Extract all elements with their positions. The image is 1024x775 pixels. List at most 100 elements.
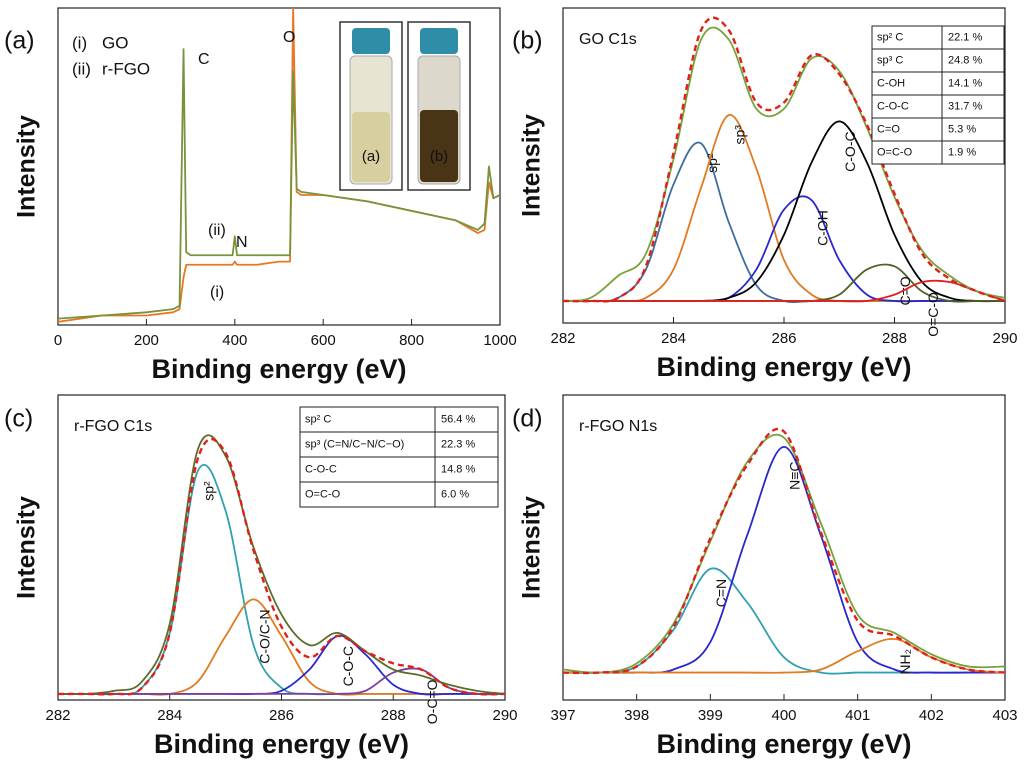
annotation: O — [283, 29, 295, 46]
panel-title: r-FGO N1s — [579, 418, 657, 435]
vial-liquid — [420, 110, 458, 182]
table-cell: C-O-C — [305, 463, 337, 475]
series-line — [563, 141, 1005, 304]
peak-label: C-O-C — [340, 646, 356, 686]
series-line — [58, 8, 500, 323]
panel-title: r-FGO C1s — [74, 418, 152, 435]
series-line — [58, 434, 505, 696]
table-cell: sp² C — [305, 413, 331, 425]
table-cell: 1.9 % — [948, 146, 976, 158]
vial-cap — [352, 28, 390, 54]
annotation: C — [198, 51, 210, 68]
plot-frame — [57, 7, 501, 326]
series-line — [58, 437, 505, 696]
peak-label: C-O/C-N — [256, 609, 272, 663]
table-cell: sp² C — [877, 31, 903, 43]
legend-label: GO — [102, 33, 128, 52]
series-line — [563, 279, 1005, 303]
y-axis-label: Intensity — [13, 496, 41, 599]
x-tick-label: 401 — [845, 707, 870, 724]
annotation: (i) — [210, 284, 224, 301]
series-line — [563, 16, 1005, 303]
y-axis-label: Intensity — [518, 496, 546, 599]
peak-label: sp² — [200, 481, 216, 501]
x-tick-label: 200 — [134, 332, 159, 349]
table-cell: O=C-O — [877, 146, 913, 158]
inset-label: (a) — [362, 148, 380, 165]
table-cell: 5.3 % — [948, 123, 976, 135]
x-tick-label: 288 — [381, 707, 406, 724]
table-cell: C-OH — [877, 77, 905, 89]
panel-title: GO C1s — [579, 31, 637, 48]
series-line — [563, 428, 1005, 675]
vial-inset — [339, 21, 471, 191]
series-line — [563, 445, 1005, 674]
x-tick-label: 402 — [919, 707, 944, 724]
x-tick-label: 284 — [157, 707, 182, 724]
panel-label: (a) — [4, 27, 35, 55]
x-axis-label: Binding energy (eV) — [656, 729, 911, 759]
peak-label: O=C-O — [925, 292, 941, 337]
x-tick-label: 400 — [771, 707, 796, 724]
table-cell: C-O-C — [877, 100, 909, 112]
x-tick-label: 400 — [222, 332, 247, 349]
x-tick-label: 286 — [771, 330, 796, 347]
x-tick-label: 399 — [698, 707, 723, 724]
panel-label: (d) — [512, 405, 543, 433]
table-cell: O=C-O — [305, 488, 341, 500]
x-tick-label: 1000 — [483, 332, 516, 349]
legend-key: (i) — [72, 33, 87, 52]
series-line — [563, 195, 1005, 303]
x-axis-label: Binding energy (eV) — [151, 354, 406, 384]
peak-label: O-C=O — [424, 679, 440, 724]
peak-label: C-OH — [814, 210, 830, 246]
x-tick-label: 282 — [45, 707, 70, 724]
plot-frame — [562, 394, 1006, 701]
x-tick-label: 403 — [992, 707, 1017, 724]
peak-label: C=N — [713, 579, 729, 607]
peak-label: NH₂ — [897, 649, 913, 675]
x-tick-label: 290 — [992, 330, 1017, 347]
x-tick-label: 600 — [311, 332, 336, 349]
series-line — [563, 26, 1005, 302]
legend-label: r-FGO — [102, 59, 150, 78]
x-tick-label: 800 — [399, 332, 424, 349]
peak-label: N≡C- — [787, 457, 803, 490]
table-cell: 56.4 % — [441, 413, 475, 425]
annotation: N — [236, 234, 248, 251]
x-tick-label: 397 — [550, 707, 575, 724]
x-tick-label: 288 — [882, 330, 907, 347]
vial-cap — [420, 28, 458, 54]
annotation: (ii) — [208, 222, 226, 239]
x-tick-label: 398 — [624, 707, 649, 724]
series-line — [58, 48, 500, 320]
panel-label: (b) — [512, 27, 543, 55]
peak-label: C=O — [897, 276, 913, 305]
y-axis-label: Intensity — [13, 115, 41, 218]
table-cell: 31.7 % — [948, 100, 982, 112]
table-cell: 14.8 % — [441, 463, 475, 475]
legend-key: (ii) — [72, 59, 91, 78]
table-cell: 14.1 % — [948, 77, 982, 89]
x-tick-label: 0 — [54, 332, 62, 349]
peak-label: sp³ — [731, 125, 747, 145]
table-cell: sp³ C — [877, 54, 903, 66]
table-cell: 22.1 % — [948, 31, 982, 43]
x-tick-label: 284 — [661, 330, 686, 347]
panel-label: (c) — [4, 405, 33, 433]
table-cell: 6.0 % — [441, 488, 469, 500]
series-line — [563, 433, 1005, 674]
table-cell: 22.3 % — [441, 438, 475, 450]
x-tick-label: 282 — [550, 330, 575, 347]
x-tick-label: 286 — [269, 707, 294, 724]
peak-label: C-O-C — [842, 131, 858, 171]
y-axis-label: Intensity — [518, 114, 546, 217]
table-cell: 24.8 % — [948, 54, 982, 66]
vial-liquid — [352, 112, 390, 182]
x-tick-label: 290 — [492, 707, 517, 724]
x-axis-label: Binding energy (eV) — [656, 352, 911, 382]
table-cell: C=O — [877, 123, 900, 135]
x-axis-label: Binding energy (eV) — [154, 729, 409, 759]
